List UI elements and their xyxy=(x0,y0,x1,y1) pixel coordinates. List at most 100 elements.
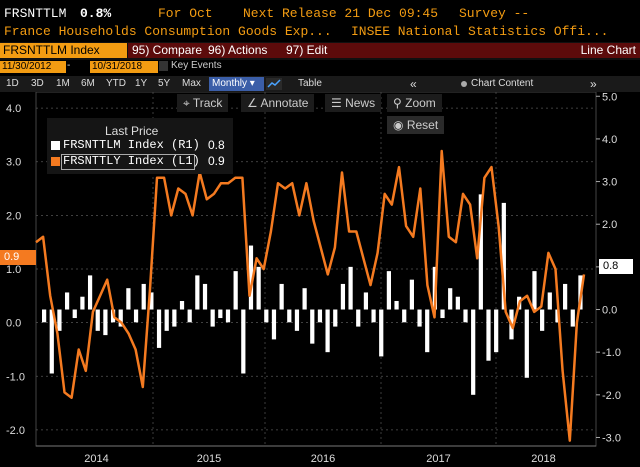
x-tick-label: 2014 xyxy=(84,453,108,465)
bar-frsnttlm xyxy=(126,288,131,310)
bar-frsnttlm xyxy=(233,271,238,310)
bar-frsnttlm xyxy=(149,292,154,310)
right-tick-label: 4.0 xyxy=(602,134,617,146)
bar-frsnttlm xyxy=(133,309,139,323)
legend-label-l1: FRSNTTLY Index (L1) xyxy=(63,154,200,168)
zoom-button[interactable]: ⚲ Zoom xyxy=(387,94,442,112)
pencil-icon: ∠ xyxy=(247,96,261,110)
settings-icon[interactable] xyxy=(460,79,468,91)
period-ytd[interactable]: YTD xyxy=(106,78,126,89)
bar-frsnttlm xyxy=(402,309,407,323)
left-tick-label: -2.0 xyxy=(6,425,25,437)
bar-frsnttlm xyxy=(179,300,185,310)
legend-value-r1: 0.8 xyxy=(208,138,225,152)
bar-frsnttlm xyxy=(325,309,330,353)
period-3d[interactable]: 3D xyxy=(31,78,44,89)
bar-frsnttlm xyxy=(425,309,430,353)
radio-icon: ◉ xyxy=(393,118,407,132)
bar-frsnttlm xyxy=(524,309,529,378)
line-frsnttly xyxy=(35,149,586,442)
bar-frsnttlm xyxy=(471,309,476,395)
bar-frsnttlm xyxy=(95,309,100,331)
annotate-button[interactable]: ∠ Annotate xyxy=(241,94,315,112)
bar-frsnttlm xyxy=(218,309,223,319)
legend-value-l1: 0.9 xyxy=(208,154,225,168)
end-date-field[interactable]: 10/31/2018 xyxy=(90,61,158,73)
frequency-value: Monthly xyxy=(212,78,248,89)
bar-frsnttlm xyxy=(164,309,169,331)
bar-frsnttlm xyxy=(195,275,200,310)
bar-frsnttlm xyxy=(271,309,277,340)
index-ticker-box[interactable]: FRSNTTLM Index xyxy=(0,43,127,58)
bar-frsnttlm xyxy=(478,194,483,310)
bar-frsnttlm xyxy=(563,283,568,310)
bar-frsnttlm xyxy=(287,309,292,323)
bar-frsnttlm xyxy=(363,292,369,310)
left-tick-label: 3.0 xyxy=(6,157,21,169)
period-toolbar xyxy=(0,76,640,92)
left-last-value-marker: 0.9 xyxy=(0,250,36,265)
next-release: Next Release 21 Dec 09:45 xyxy=(243,6,439,21)
collapse-icon[interactable]: « xyxy=(410,77,417,91)
news-icon: ☰ xyxy=(331,96,346,110)
bar-frsnttlm xyxy=(202,283,208,310)
bar-frsnttlm xyxy=(494,309,499,353)
x-tick-label: 2017 xyxy=(426,453,450,465)
table-button[interactable]: Table xyxy=(298,78,322,89)
chart-style-icon[interactable] xyxy=(266,78,282,93)
bar-frsnttlm xyxy=(210,309,215,327)
bar-frsnttlm xyxy=(463,309,468,323)
bar-frsnttlm xyxy=(532,271,537,310)
bar-frsnttlm xyxy=(555,309,560,323)
key-events-label: Key Events xyxy=(171,60,222,71)
left-tick-label: 1.0 xyxy=(6,264,21,276)
period-1m[interactable]: 1M xyxy=(56,78,70,89)
survey-label: Survey -- xyxy=(459,6,530,21)
series-description: France Households Consumption Goods Exp.… xyxy=(4,24,332,39)
left-tick-label: 2.0 xyxy=(6,210,21,222)
edit-button[interactable]: 97) Edit xyxy=(282,43,346,58)
magnifier-icon: ⚲ xyxy=(393,96,406,110)
legend-title: Last Price xyxy=(105,124,159,138)
bar-frsnttlm xyxy=(310,309,315,344)
reset-button[interactable]: ◉ Reset xyxy=(387,116,445,134)
bar-frsnttlm xyxy=(570,309,575,327)
track-label: Track xyxy=(192,96,223,110)
expand-icon[interactable]: » xyxy=(590,77,597,91)
bar-frsnttlm xyxy=(187,309,192,323)
ticker-label: FRSNTTLM xyxy=(4,6,67,21)
bar-frsnttlm xyxy=(317,309,323,323)
bar-frsnttlm xyxy=(248,245,254,310)
track-button[interactable]: ⌖ Track xyxy=(177,94,229,112)
bar-frsnttlm xyxy=(64,292,70,310)
legend-swatch-l1 xyxy=(51,157,60,166)
period-1y[interactable]: 1Y xyxy=(135,78,148,89)
actions-button[interactable]: 96) Actions xyxy=(204,43,286,58)
compare-button[interactable]: 95) Compare xyxy=(128,43,208,58)
data-source: INSEE National Statistics Offi... xyxy=(351,24,609,39)
reset-label: Reset xyxy=(406,118,439,132)
current-value: 0.8% xyxy=(80,6,112,21)
bar-frsnttlm xyxy=(256,266,261,310)
bar-frsnttlm xyxy=(87,275,93,310)
right-tick-label: 5.0 xyxy=(602,92,617,103)
bar-frsnttlm xyxy=(302,288,307,310)
news-button[interactable]: ☰ News xyxy=(325,94,382,112)
x-tick-label: 2018 xyxy=(531,453,555,465)
period-max[interactable]: Max xyxy=(182,78,201,89)
bar-frsnttlm xyxy=(486,309,491,361)
bar-frsnttlm xyxy=(440,309,445,319)
frequency-select[interactable]: Monthly ▾ xyxy=(209,77,264,91)
start-date-field[interactable]: 11/30/2012 xyxy=(0,61,66,73)
crosshair-icon: ⌖ xyxy=(183,96,193,110)
chart-content-button[interactable]: Chart Content xyxy=(471,78,534,89)
legend-swatch-r1 xyxy=(51,141,60,150)
period-1d[interactable]: 1D xyxy=(6,78,19,89)
period-5y[interactable]: 5Y xyxy=(158,78,171,89)
key-events-checkbox[interactable] xyxy=(159,61,168,71)
chart-type-label[interactable]: Line Chart xyxy=(342,43,640,58)
annotate-label: Annotate xyxy=(260,96,309,110)
right-tick-label: -3.0 xyxy=(602,432,621,444)
period-6m[interactable]: 6M xyxy=(81,78,95,89)
news-label: News xyxy=(345,96,376,110)
